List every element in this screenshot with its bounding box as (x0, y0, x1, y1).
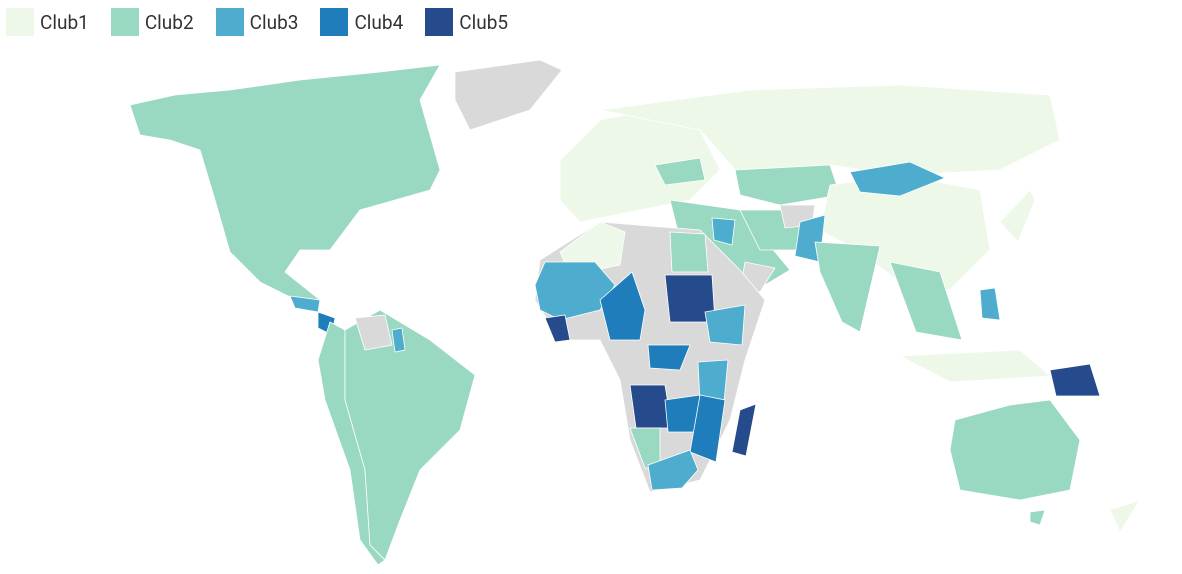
region (354, 314, 393, 351)
legend-item[interactable]: Club3 (215, 8, 299, 36)
region (949, 399, 1081, 501)
region (889, 261, 963, 341)
region (1029, 509, 1046, 526)
legend: Club1 Club2 Club3 Club4 Club5 (6, 8, 508, 36)
region (129, 64, 441, 303)
region (979, 287, 1001, 321)
region (711, 217, 736, 246)
region (1049, 363, 1101, 397)
legend-label: Club4 (354, 10, 404, 34)
legend-swatch (215, 8, 244, 36)
region (454, 59, 563, 131)
legend-label: Club3 (249, 10, 299, 34)
region (544, 314, 571, 343)
region (999, 189, 1036, 243)
region (734, 164, 841, 206)
region (898, 349, 1052, 383)
region (814, 241, 881, 333)
region (1109, 499, 1141, 533)
legend-item[interactable]: Club5 (425, 8, 508, 36)
region (599, 84, 1061, 176)
legend-label: Club5 (459, 10, 509, 34)
region (599, 271, 646, 341)
region (647, 344, 691, 371)
region (654, 157, 706, 186)
region (731, 403, 757, 457)
region (669, 231, 709, 273)
legend-swatch (425, 8, 454, 36)
region (391, 327, 406, 353)
legend-swatch (6, 8, 34, 36)
legend-label: Club1 (40, 10, 89, 34)
legend-item[interactable]: Club2 (110, 8, 194, 36)
region (689, 394, 726, 463)
legend-item[interactable]: Club1 (6, 8, 89, 36)
region (344, 309, 476, 561)
legend-swatch (110, 8, 139, 36)
legend-item[interactable]: Club4 (320, 8, 403, 36)
region (849, 161, 947, 197)
legend-swatch (320, 8, 349, 36)
legend-label: Club2 (144, 10, 194, 34)
region (704, 304, 746, 346)
region (647, 449, 699, 491)
